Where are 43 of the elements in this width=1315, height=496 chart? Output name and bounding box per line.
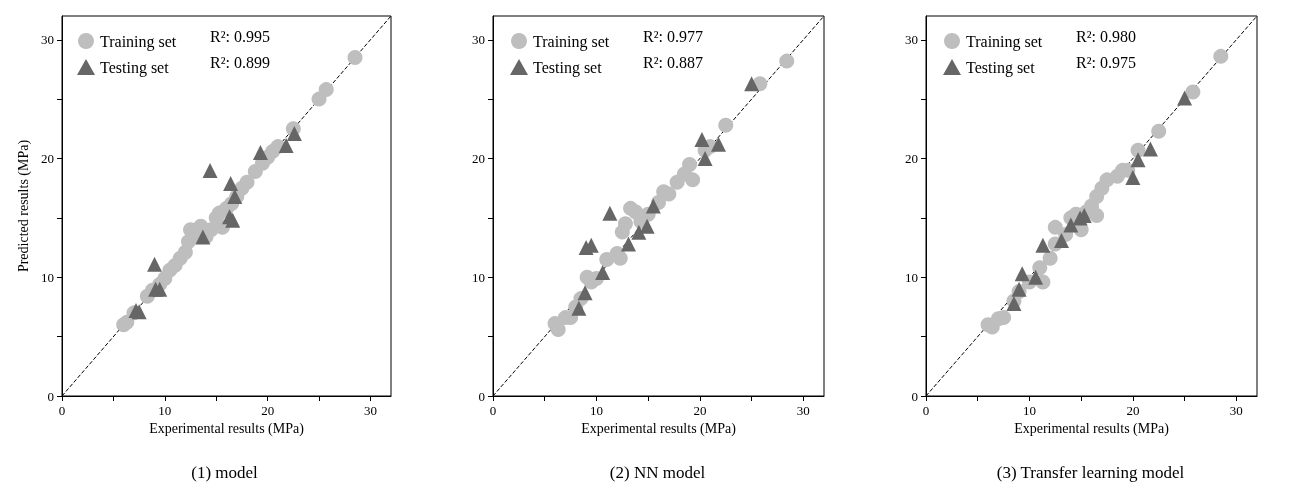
x-axis-title: Experimental results (MPa) [581,421,737,438]
legend-label: Testing set [100,58,170,77]
y-axis-title: Predicted results (MPa) [15,139,32,273]
y-tick-label: 30 [472,32,485,48]
text: (1) model [191,463,259,482]
x-tick-label: 20 [261,403,275,418]
y-tick-label: 0 [478,388,485,404]
x-tick-label: 10 [1022,403,1036,418]
x-axis-title: Experimental results (MPa) [1014,421,1170,438]
legend-label: Testing set [966,58,1036,77]
x-tick-label: 30 [1229,403,1243,418]
legend-label: Testing set [533,58,603,77]
annotation: R²: 0.975 [1076,53,1136,71]
x-tick-label: 0 [489,403,497,418]
legend-label: Training set [966,32,1043,51]
x-tick-label: 20 [693,403,707,418]
annotation: R²: 0.980 [1076,27,1136,45]
y-tick-label: 30 [41,32,54,48]
y-tick-label: 20 [905,151,918,166]
x-axis-title: Experimental results (MPa) [149,421,305,438]
x-tick-label: 10 [158,403,172,418]
y-tick-label: 20 [41,151,54,166]
annotation: R²: 0.995 [210,27,270,45]
legend-label: Training set [100,32,177,51]
text: (2) NN model [609,463,706,482]
annotation: R²: 0.899 [210,53,270,71]
x-tick-label: 30 [796,403,810,418]
x-tick-label: 0 [58,403,66,418]
annotation: R²: 0.977 [643,27,703,45]
y-tick-label: 30 [905,32,918,48]
x-tick-label: 30 [363,403,377,418]
y-tick-label: 10 [472,269,485,285]
text: (3) Transfer learning model [996,463,1185,482]
y-tick-label: 0 [47,388,54,404]
x-tick-label: 0 [922,403,930,418]
x-tick-label: 20 [1126,403,1140,418]
y-tick-label: 0 [911,388,918,404]
y-tick-label: 20 [472,151,485,166]
x-tick-label: 10 [589,403,603,418]
y-tick-label: 10 [905,269,918,285]
annotation: R²: 0.887 [643,53,703,71]
legend-label: Training set [533,32,610,51]
y-tick-label: 10 [41,269,54,285]
